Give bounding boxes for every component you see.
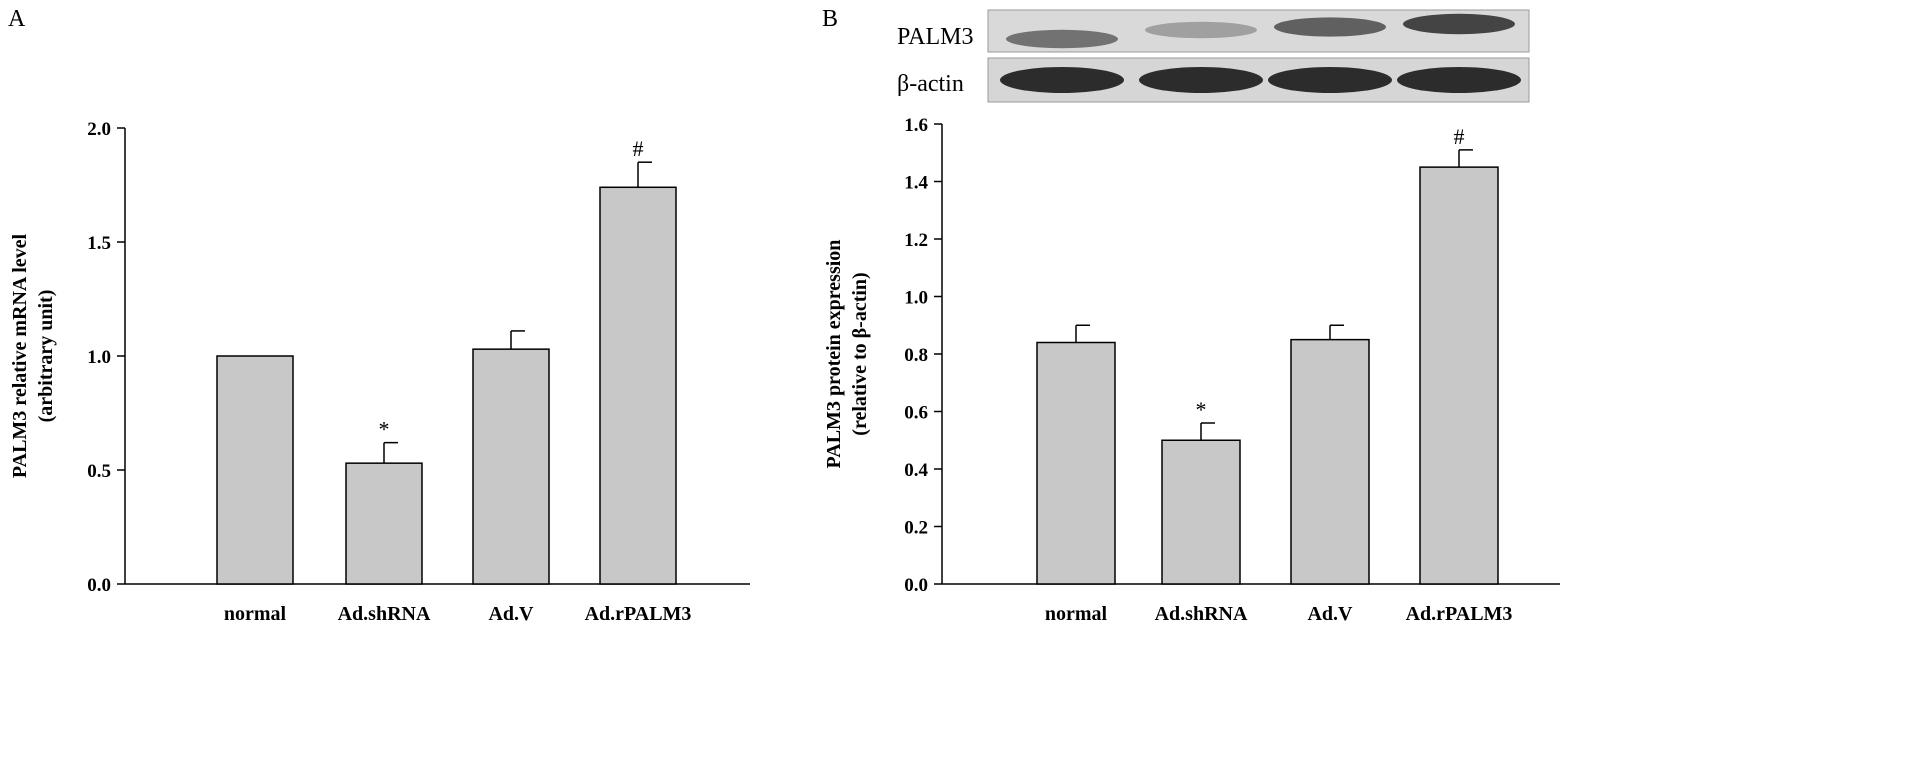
western-blot: PALM3 β-actin <box>897 9 1530 103</box>
blot-band-palm3 <box>1006 29 1118 49</box>
y-tick-label: 0.8 <box>904 345 928 366</box>
bar <box>1290 338 1370 585</box>
blot-label-palm3: PALM3 <box>897 24 973 50</box>
significance-marker: # <box>1454 124 1465 149</box>
y-axis-title: PALM3 relative mRNA level <box>9 233 31 478</box>
blot-label-beta-actin: β-actin <box>897 71 964 97</box>
bar <box>216 355 294 585</box>
category-label: Ad.V <box>488 603 534 625</box>
blot-band-beta-actin <box>1139 67 1263 93</box>
y-axis-subtitle: (relative to β-actin) <box>849 272 871 435</box>
bar <box>472 348 550 585</box>
y-tick-label: 1.4 <box>904 173 928 194</box>
bar <box>1419 166 1499 585</box>
y-tick-label: 0.5 <box>87 461 111 482</box>
category-label: Ad.rPALM3 <box>585 603 692 625</box>
bar <box>345 462 423 585</box>
blot-band-palm3 <box>1403 13 1515 35</box>
bar <box>1036 341 1116 585</box>
y-tick-label: 1.0 <box>904 288 928 309</box>
significance-marker: * <box>379 417 390 442</box>
bar <box>1161 439 1241 585</box>
y-tick-label: 1.2 <box>904 230 928 251</box>
y-tick-label: 0.0 <box>87 575 111 596</box>
significance-marker: # <box>633 136 644 161</box>
blot-band-beta-actin <box>1397 67 1521 93</box>
blot-band-palm3 <box>1274 17 1386 37</box>
y-tick-label: 0.0 <box>904 575 928 596</box>
significance-marker: * <box>1196 397 1207 422</box>
y-axis-subtitle: (arbitrary unit) <box>35 290 57 423</box>
y-tick-label: 0.4 <box>904 460 928 481</box>
y-tick-label: 1.6 <box>904 115 928 136</box>
y-tick-label: 1.5 <box>87 233 111 254</box>
category-label: Ad.shRNA <box>1155 603 1248 625</box>
y-tick-label: 0.2 <box>904 518 928 539</box>
y-tick-label: 2.0 <box>87 119 111 140</box>
category-label: Ad.V <box>1307 603 1353 625</box>
y-axis-title: PALM3 protein expression <box>823 240 845 469</box>
chart-panel-b: 0.0 0.2 0.4 0.6 0.8 1.0 1.2 1.4 1.6 PALM3 protein… <box>823 115 1560 625</box>
blot-band-palm3 <box>1145 21 1257 39</box>
chart-panel-a: 0.0 0.5 1.0 1.5 2.0 PALM3 relative mRNA level… <box>9 119 750 625</box>
blot-band-beta-actin <box>1000 67 1124 93</box>
category-label: Ad.shRNA <box>338 603 431 625</box>
panel-letter-b: B <box>822 6 838 32</box>
panel-letter-a: A <box>8 6 26 32</box>
y-tick-label: 1.0 <box>87 347 111 368</box>
y-tick-label: 0.6 <box>904 403 928 424</box>
category-label: normal <box>224 603 287 625</box>
bar <box>599 186 677 585</box>
category-label: normal <box>1045 603 1108 625</box>
category-label: Ad.rPALM3 <box>1406 603 1513 625</box>
blot-band-beta-actin <box>1268 67 1392 93</box>
